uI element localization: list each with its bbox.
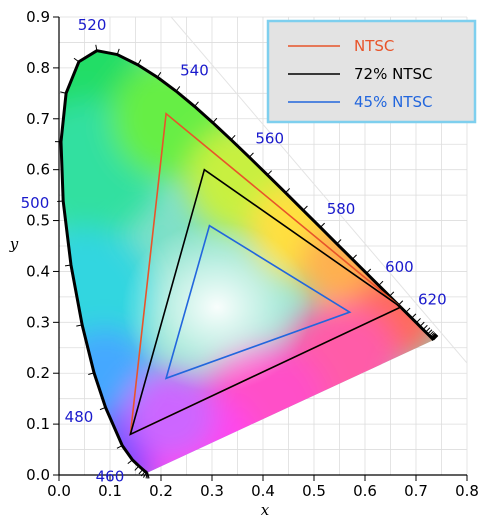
legend-label-ntsc: NTSC bbox=[354, 37, 394, 55]
wavelength-label-580: 580 bbox=[327, 200, 356, 218]
y-tick-label: 0.5 bbox=[26, 212, 50, 230]
wavelength-tick bbox=[428, 330, 434, 336]
wavelength-tick bbox=[127, 459, 133, 465]
wavelength-tick bbox=[389, 291, 395, 297]
wavelength-tick bbox=[285, 188, 291, 194]
x-tick-label: 0.2 bbox=[149, 482, 173, 500]
wavelength-label-600: 600 bbox=[385, 258, 414, 276]
y-tick-label: 0.2 bbox=[26, 364, 50, 382]
wavelength-tick bbox=[138, 469, 144, 475]
wavelength-label-500: 500 bbox=[21, 194, 50, 212]
y-tick-label: 0.0 bbox=[26, 466, 50, 484]
wavelength-tick bbox=[60, 91, 67, 94]
y-tick-label: 0.8 bbox=[26, 59, 50, 77]
wavelength-tick bbox=[212, 117, 218, 124]
wavelength-tick bbox=[411, 313, 417, 319]
y-axis-label: y bbox=[9, 235, 19, 253]
wavelength-tick bbox=[267, 170, 272, 176]
wavelength-tick bbox=[419, 321, 425, 327]
wavelength-tick bbox=[427, 329, 433, 335]
wavelength-tick bbox=[425, 327, 431, 333]
triangle-45-ntsc bbox=[164, 224, 352, 380]
gamut-triangles bbox=[129, 112, 403, 436]
wavelength-tick bbox=[95, 44, 98, 51]
wavelength-label-620: 620 bbox=[418, 291, 447, 309]
spectral-locus-layer bbox=[54, 44, 439, 479]
wavelength-tick bbox=[156, 72, 162, 78]
wavelength-label-520: 520 bbox=[78, 16, 107, 34]
y-tick-label: 0.7 bbox=[26, 110, 50, 128]
wavelength-tick bbox=[366, 268, 372, 274]
wavelength-tick bbox=[431, 333, 437, 339]
x-axis-label: x bbox=[261, 501, 270, 519]
wavelength-tick bbox=[73, 57, 80, 63]
wavelength-tick bbox=[137, 59, 142, 66]
wavelength-tick bbox=[320, 222, 325, 228]
y-tick-label: 0.9 bbox=[26, 8, 50, 26]
y-tick-label: 0.4 bbox=[26, 262, 50, 280]
legend: NTSC 72% NTSC 45% NTSC bbox=[266, 19, 477, 124]
wavelength-tick bbox=[116, 445, 123, 449]
wavelength-tick bbox=[398, 300, 404, 306]
wavelength-tick bbox=[134, 465, 140, 471]
wavelength-tick bbox=[351, 254, 357, 260]
x-tick-label: 0.6 bbox=[353, 482, 377, 500]
x-tick-label: 0.5 bbox=[302, 482, 326, 500]
wavelength-tick bbox=[248, 152, 254, 158]
wavelength-tick bbox=[432, 334, 438, 340]
legend-box bbox=[266, 19, 477, 124]
wavelength-tick bbox=[422, 324, 428, 330]
x-tick-label: 0.7 bbox=[404, 482, 428, 500]
axes: 0.0 0.1 0.2 0.3 0.4 0.5 0.6 0.7 0.8 0.0 0.1 0.2 0.3 0… bbox=[26, 8, 479, 500]
wavelength-label-540: 540 bbox=[180, 62, 209, 80]
x-tick-label: 0.3 bbox=[200, 482, 224, 500]
wavelength-label-460: 460 bbox=[96, 467, 125, 485]
wavelength-label-480: 480 bbox=[65, 408, 94, 426]
wavelength-tick bbox=[88, 372, 95, 375]
x-tick-label: 0.1 bbox=[98, 482, 122, 500]
triangle-72-ntsc bbox=[129, 168, 403, 436]
y-tick-label: 0.1 bbox=[26, 415, 50, 433]
wavelength-tick bbox=[430, 332, 436, 338]
wavelength-tick bbox=[76, 324, 83, 327]
x-tick-label: 0.8 bbox=[455, 482, 479, 500]
y-tick-label: 0.3 bbox=[26, 313, 50, 331]
wavelength-tick bbox=[336, 239, 342, 245]
wavelength-tick bbox=[116, 48, 120, 55]
legend-label-45-ntsc: 45% NTSC bbox=[354, 93, 433, 111]
wavelength-tick bbox=[405, 307, 411, 313]
wavelength-tick bbox=[99, 407, 106, 411]
wavelength-tick bbox=[64, 264, 72, 267]
x-tick-label: 0.4 bbox=[251, 482, 275, 500]
white-point-glow bbox=[122, 222, 313, 393]
legend-label-72-ntsc: 72% NTSC bbox=[354, 65, 433, 83]
y-tick-label: 0.6 bbox=[26, 161, 50, 179]
wavelength-label-560: 560 bbox=[255, 130, 284, 148]
wavelength-tick bbox=[302, 205, 308, 211]
wavelength-tick bbox=[175, 86, 181, 92]
wavelength-tick bbox=[433, 335, 439, 341]
wavelength-tick bbox=[415, 318, 421, 324]
wavelength-tick bbox=[194, 101, 199, 107]
wavelength-tick bbox=[230, 134, 236, 141]
wavelength-tick bbox=[430, 332, 436, 338]
x-tick-label: 0.0 bbox=[47, 482, 71, 500]
wavelength-tick bbox=[378, 280, 384, 286]
wavelength-tick bbox=[431, 334, 437, 339]
fill-blob bbox=[126, 368, 217, 459]
